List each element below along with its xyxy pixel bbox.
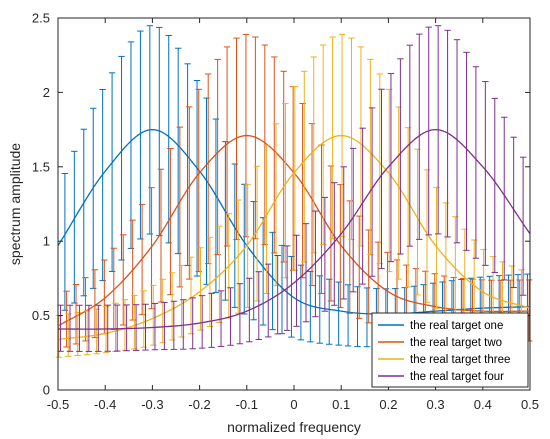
x-tick-label: 0.4 (474, 397, 492, 412)
x-tick-label: 0.3 (427, 397, 445, 412)
y-tick-label: 2 (43, 85, 50, 100)
x-tick-label: -0.3 (141, 397, 163, 412)
x-tick-label: 0.5 (521, 397, 539, 412)
legend-entry: the real target two (410, 337, 502, 349)
legend: the real target one the real target two th… (372, 313, 528, 387)
legend-entry: the real target three (410, 354, 510, 366)
x-axis-label: normalized frequency (227, 419, 361, 435)
y-tick-label: 1.5 (32, 159, 50, 174)
y-tick-label: 0.5 (32, 308, 50, 323)
legend-entry: the real target four (410, 371, 504, 383)
legend-entry: the real target one (410, 320, 503, 332)
x-tick-label: 0.1 (332, 397, 350, 412)
x-tick-label: 0.2 (379, 397, 397, 412)
x-tick-label: 0 (290, 397, 297, 412)
y-tick-label: 1 (43, 234, 50, 249)
y-tick-label: 2.5 (32, 11, 50, 26)
y-tick-label: 0 (43, 383, 50, 398)
x-tick-label: -0.1 (236, 397, 258, 412)
y-axis-label: spectrum amplitude (7, 143, 23, 265)
x-tick-label: -0.4 (94, 397, 116, 412)
x-tick-label: -0.5 (47, 397, 69, 412)
x-tick-label: -0.2 (188, 397, 210, 412)
